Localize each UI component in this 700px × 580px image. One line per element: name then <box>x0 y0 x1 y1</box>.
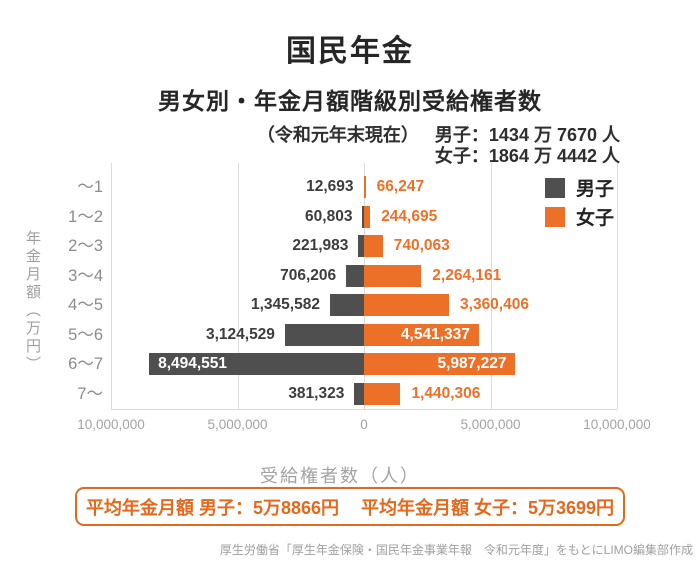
category-label: 3～4 <box>68 266 103 285</box>
male-value-label: 1,345,582 <box>250 296 320 314</box>
male-bar <box>362 205 364 228</box>
grid-line <box>237 163 239 409</box>
chart-subtitle: 男女別・年金月額階級別受給権者数 <box>158 88 542 114</box>
category-label: 2～3 <box>68 237 103 256</box>
x-tick-label: 10,000,000 <box>77 417 145 432</box>
female-bar <box>364 382 401 405</box>
female-value-label: 740,063 <box>393 237 450 255</box>
category-label: 6～7 <box>68 355 103 374</box>
male-bar <box>346 264 364 287</box>
legend-entry-female: 女子 <box>545 202 614 231</box>
totals-block: （令和元年末現在） 男子：1434 万 7670 人 女子：1864 万 444… <box>0 125 620 167</box>
female-bar <box>364 176 366 199</box>
male-swatch-icon <box>545 177 565 198</box>
average-male: 平均年金月額 男子：5万8866円 <box>85 497 339 518</box>
male-value-label: 706,206 <box>280 266 337 284</box>
female-value-label: 4,541,337 <box>400 325 470 343</box>
legend-entry-male: 男子 <box>545 173 614 202</box>
grid-line <box>111 163 112 409</box>
male-value-label: 12,693 <box>306 178 354 196</box>
female-bar <box>364 205 371 228</box>
x-tick-label: 0 <box>360 417 368 432</box>
male-value-label: 60,803 <box>305 207 353 225</box>
average-female: 平均年金月額 女子：5万3699円 <box>361 497 615 518</box>
source-credit: 厚生労働省「厚生年金保険・国民年金事業年報 令和元年度」をもとにLIMO編集部作… <box>219 543 693 557</box>
x-axis-title: 受給権者数（人） <box>260 466 420 486</box>
female-bar <box>364 323 479 346</box>
legend-label-male: 男子 <box>576 179 615 200</box>
legend: 男子 女子 <box>545 173 614 231</box>
male-bar <box>354 382 364 405</box>
female-value-label: 2,264,161 <box>432 266 502 284</box>
female-value-label: 244,695 <box>381 207 438 225</box>
legend-label-female: 女子 <box>576 208 615 229</box>
male-value-label: 381,323 <box>288 384 345 402</box>
male-bar <box>149 353 364 376</box>
category-label: ～1 <box>77 178 103 197</box>
male-bar <box>284 323 364 346</box>
category-label: 4～5 <box>68 296 103 315</box>
male-bar <box>363 176 364 199</box>
female-bar <box>364 264 422 287</box>
plot-area: 男子 女子 12,693 66,247 60,803 244,695 221,983 74… <box>111 163 618 410</box>
average-pension-box: 平均年金月額 男子：5万8866円 平均年金月額 女子：5万3699円 <box>75 487 625 526</box>
category-label: 1～2 <box>68 207 103 226</box>
female-swatch-icon <box>545 206 565 227</box>
gender-totals: 男子：1434 万 7670 人 女子：1864 万 4442 人 <box>435 125 620 167</box>
female-bar <box>364 235 383 258</box>
female-value-label: 66,247 <box>376 178 425 196</box>
category-axis: ～1 1～2 2～3 3～4 4～5 5～6 6～7 7～ <box>0 163 103 409</box>
male-value-label: 221,983 <box>292 237 349 255</box>
x-axis-ticks: 10,000,000 5,000,000 0 5,000,000 10,000,000 <box>0 417 700 435</box>
x-tick-label: 10,000,000 <box>583 417 651 432</box>
as-of-date: （令和元年末現在） <box>256 125 419 145</box>
y-axis-title: 年金月額（万円） <box>24 230 41 374</box>
male-bar <box>329 294 364 317</box>
grid-line <box>617 163 618 409</box>
female-value-label: 3,360,406 <box>460 296 529 314</box>
female-value-label: 5,987,227 <box>437 355 507 373</box>
female-total: 女子：1864 万 4442 人 <box>434 146 620 166</box>
male-total: 男子：1434 万 7670 人 <box>434 125 620 145</box>
female-bar <box>364 294 450 317</box>
x-tick-label: 5,000,000 <box>207 417 268 432</box>
grid-line <box>490 163 492 409</box>
female-bar <box>364 353 516 376</box>
female-value-label: 1,440,306 <box>411 384 481 402</box>
page-title: 国民年金 <box>286 35 414 68</box>
category-label: 5～6 <box>68 325 103 344</box>
x-tick-label: 5,000,000 <box>460 417 521 432</box>
category-label: 7～ <box>77 384 103 403</box>
male-bar <box>358 235 364 258</box>
male-value-label: 8,494,551 <box>158 355 228 373</box>
male-value-label: 3,124,529 <box>205 325 275 343</box>
